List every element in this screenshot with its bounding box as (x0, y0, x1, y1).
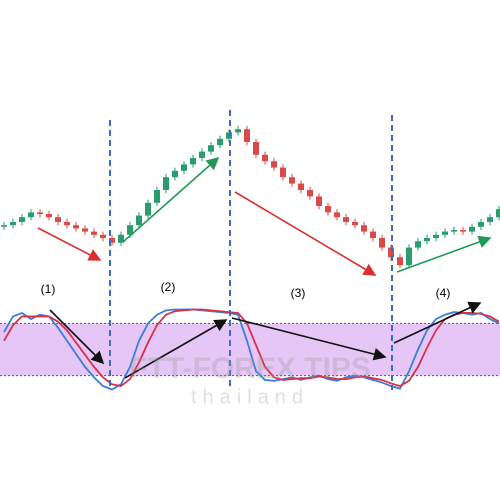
candle-body (73, 225, 79, 229)
annotation: (2) (161, 280, 176, 294)
candle-body (127, 225, 133, 235)
annotation: (1) (41, 282, 56, 296)
candle-body (424, 238, 430, 242)
candle-body (163, 177, 169, 190)
oscillator-lines (3, 308, 500, 391)
watermark: FTT-FOREX TIPS (129, 352, 371, 385)
candle-body (154, 190, 160, 203)
candle-body (352, 222, 358, 226)
candle-body (145, 202, 151, 216)
candle-body (316, 196, 322, 206)
candle-body (109, 238, 115, 243)
candle-body (370, 231, 376, 238)
candle-body (298, 183, 304, 190)
candle-body (82, 228, 88, 232)
candle-body (289, 177, 295, 184)
trend-arrows (37, 156, 492, 379)
candle-body (397, 257, 403, 266)
candle-body (379, 238, 385, 248)
candle-body (478, 222, 484, 227)
candle-body (172, 170, 178, 178)
watermark-sub: thailand (191, 386, 309, 408)
candle-body (1, 225, 7, 227)
candle-body (118, 234, 124, 243)
arrow (49, 309, 105, 365)
arrow (396, 235, 492, 273)
oscillator-line (3, 308, 500, 391)
candle-body (388, 247, 394, 258)
candle-body (10, 222, 16, 226)
candle-body (235, 129, 241, 133)
candle-body (190, 158, 196, 165)
candle-body (325, 206, 331, 213)
candle-body (91, 231, 97, 235)
candle-body (433, 234, 439, 238)
candle-body (55, 217, 61, 222)
oscillator-line (3, 308, 500, 388)
arrow (37, 227, 102, 261)
candle-body (343, 217, 349, 222)
candle-body (181, 164, 187, 171)
annotation: (3) (291, 286, 306, 300)
candle-body (307, 190, 313, 197)
candle-body (19, 217, 25, 222)
candle-body (271, 161, 277, 168)
candle-body (208, 145, 214, 152)
candle-body (217, 138, 223, 146)
candle-body (361, 225, 367, 232)
candle-body (37, 212, 43, 214)
candle-body (487, 217, 493, 222)
candle-body (451, 230, 457, 232)
candle-body (199, 151, 205, 158)
candle-body (469, 226, 475, 232)
candle-body (415, 241, 421, 248)
candle-body (46, 214, 52, 218)
candle-body (136, 215, 142, 226)
candle-body (253, 142, 259, 155)
arrow (231, 317, 387, 361)
arrow (122, 156, 220, 243)
candle-body (334, 212, 340, 218)
candle-body (64, 222, 70, 226)
candle-body (244, 129, 250, 142)
candle-body (280, 167, 286, 178)
annotation: (4) (436, 286, 451, 300)
vertical-dividers (109, 110, 393, 390)
candle-body (442, 231, 448, 235)
candle-body (406, 247, 412, 266)
candle-body (28, 212, 34, 218)
candle-body (100, 234, 106, 238)
candle-body (496, 209, 500, 218)
arrow (393, 301, 482, 344)
arrow (124, 319, 228, 379)
candle-body (262, 154, 268, 162)
arrow (234, 191, 377, 276)
candle-body (460, 230, 466, 232)
